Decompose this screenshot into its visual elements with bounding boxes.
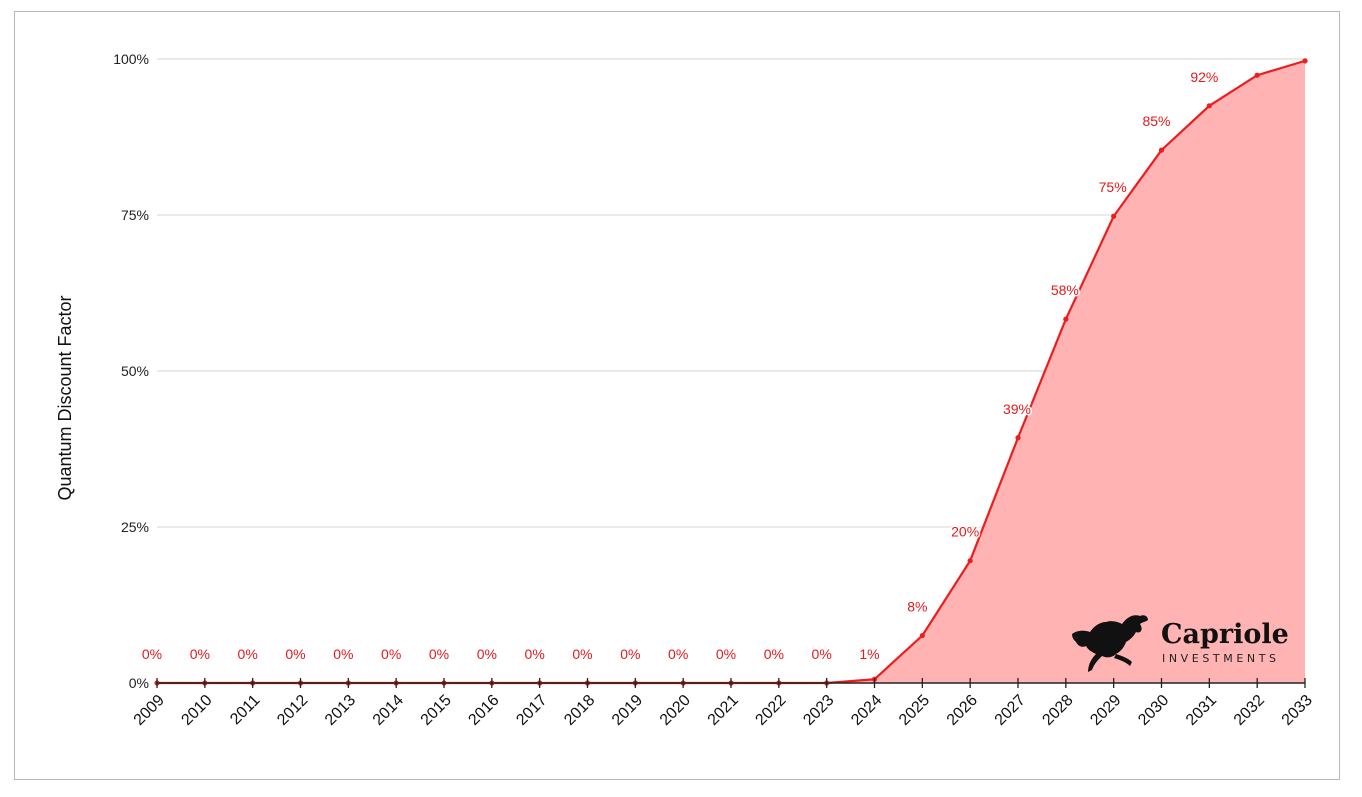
x-tick-label: 2033 — [1279, 692, 1316, 729]
data-label: 0% — [238, 646, 258, 662]
area-chart: 0% 25% 50% 75% 100% 2009 2010 2011 2012 2013 2014… — [55, 51, 1316, 729]
horse-icon — [1072, 615, 1148, 672]
area-fill — [157, 60, 1305, 684]
x-tick-label: 2016 — [465, 692, 502, 729]
x-tick-label: 2025 — [896, 692, 933, 729]
brand-name: Capriole — [1161, 619, 1289, 650]
data-label: 0% — [572, 646, 592, 662]
x-tick-label: 2031 — [1183, 692, 1220, 729]
x-tick-label: 2009 — [131, 692, 168, 729]
data-point — [1015, 435, 1021, 441]
data-label: 0% — [620, 646, 640, 662]
data-point — [1206, 103, 1212, 109]
data-label: 0% — [142, 646, 162, 662]
data-label: 39% — [1003, 401, 1031, 417]
data-label: 0% — [812, 646, 832, 662]
chart-frame: 0% 25% 50% 75% 100% 2009 2010 2011 2012 2013 2014… — [14, 11, 1340, 780]
data-label: 75% — [1099, 179, 1127, 195]
x-tick-label: 2019 — [609, 692, 646, 729]
x-axis-ticks: 2009 2010 2011 2012 2013 2014 2015 2016 2017 2018… — [131, 692, 1316, 729]
data-label: 0% — [668, 646, 688, 662]
x-tick-label: 2026 — [944, 692, 981, 729]
data-point — [967, 558, 973, 564]
y-axis-ticks: 0% 25% 50% 75% 100% — [113, 51, 149, 691]
data-point — [919, 632, 925, 639]
y-tick-label: 0% — [129, 675, 149, 691]
axis-ticks — [156, 678, 1306, 688]
x-tick-label: 2029 — [1087, 692, 1124, 729]
data-label: 1% — [859, 646, 879, 662]
x-tick-label: 2020 — [657, 692, 694, 729]
data-label: 0% — [764, 646, 784, 662]
y-tick-label: 100% — [113, 51, 149, 67]
x-tick-label: 2030 — [1135, 692, 1172, 729]
data-label: 92% — [1190, 69, 1218, 85]
capriole-logo: Capriole INVESTMENTS — [1072, 615, 1289, 672]
data-point — [1302, 58, 1308, 64]
x-tick-label: 2022 — [752, 692, 789, 729]
data-label: 8% — [907, 599, 927, 615]
y-tick-label: 75% — [121, 207, 149, 223]
x-tick-label: 2011 — [227, 692, 263, 728]
x-tick-label: 2021 — [705, 692, 742, 729]
data-point — [1063, 316, 1069, 322]
data-point — [1254, 72, 1260, 78]
y-tick-label: 50% — [121, 363, 149, 379]
x-tick-label: 2027 — [992, 692, 1029, 729]
data-label: 0% — [381, 646, 401, 662]
x-tick-label: 2028 — [1039, 692, 1076, 729]
data-label: 58% — [1051, 282, 1079, 298]
x-tick-label: 2014 — [370, 692, 407, 729]
data-label: 0% — [285, 646, 305, 662]
data-label: 0% — [477, 646, 497, 662]
data-label: 0% — [190, 646, 210, 662]
brand-subtitle: INVESTMENTS — [1162, 652, 1280, 665]
x-tick-label: 2032 — [1231, 692, 1268, 729]
data-label: 85% — [1142, 113, 1170, 129]
x-tick-label: 2012 — [274, 692, 311, 729]
data-label: 0% — [429, 646, 449, 662]
x-tick-label: 2010 — [178, 692, 215, 729]
data-label: 0% — [716, 646, 736, 662]
x-tick-label: 2017 — [513, 692, 550, 729]
data-label: 0% — [525, 646, 545, 662]
x-tick-label: 2018 — [561, 692, 598, 729]
data-point — [1111, 213, 1117, 219]
data-label: 0% — [333, 646, 353, 662]
y-axis-title: Quantum Discount Factor — [55, 295, 75, 500]
y-tick-label: 25% — [121, 519, 149, 535]
data-point — [1158, 147, 1165, 153]
x-tick-label: 2015 — [418, 692, 455, 729]
data-label: 20% — [951, 524, 979, 540]
x-tick-label: 2023 — [800, 692, 837, 729]
x-tick-label: 2013 — [322, 692, 359, 729]
x-tick-label: 2024 — [848, 692, 885, 729]
data-labels: 0% 0% 0% 0% 0% 0% 0% 0% 0% 0% 0% 0% 0% 0% 0% 1% 8% 20% 39%… — [140, 67, 1219, 663]
